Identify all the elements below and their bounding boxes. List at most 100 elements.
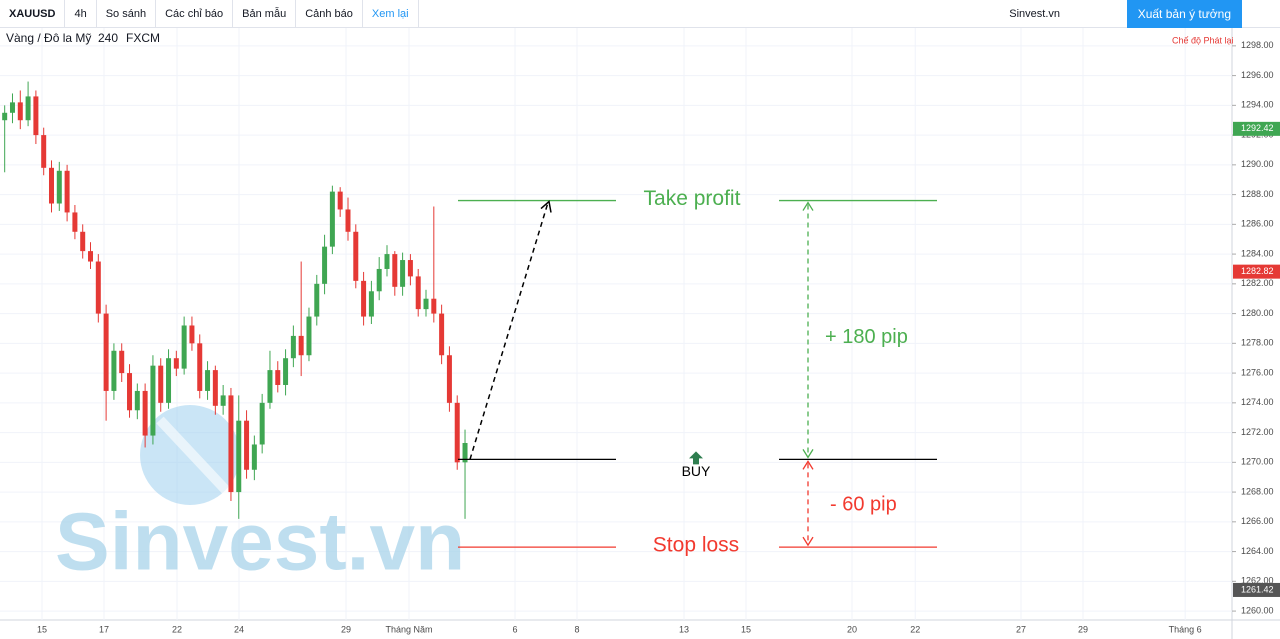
candle-body xyxy=(181,325,187,369)
y-tick-label: 1276.00 xyxy=(1241,367,1274,377)
price-marker xyxy=(1233,264,1280,279)
tool[interactable]: Xem lại xyxy=(363,0,419,28)
price-marker-label: 1261.42 xyxy=(1241,584,1274,594)
candle-body xyxy=(33,96,39,136)
x-tick-label: 17 xyxy=(99,624,109,634)
x-tick-label: 15 xyxy=(741,624,751,634)
candle-body xyxy=(220,395,226,406)
watermark: Sinvest.vn xyxy=(55,497,465,588)
y-tick-label: 1268.00 xyxy=(1241,486,1274,496)
chart-title: Vàng / Đô la Mỹ xyxy=(6,31,91,45)
y-tick-label: 1270.00 xyxy=(1241,457,1274,467)
candle-body xyxy=(345,209,351,232)
x-tick-label: 22 xyxy=(910,624,920,634)
candle-body xyxy=(173,358,179,369)
candle-body xyxy=(415,276,421,310)
candle-body xyxy=(189,325,195,344)
y-tick-label: 1298.00 xyxy=(1241,40,1274,50)
x-tick-label: 29 xyxy=(341,624,351,634)
candle-body xyxy=(353,231,359,281)
candle-body xyxy=(212,370,218,406)
candle-body xyxy=(384,254,390,269)
candle-body xyxy=(337,191,343,210)
x-tick-label: 22 xyxy=(172,624,182,634)
x-tick-label: 27 xyxy=(1016,624,1026,634)
publish-button[interactable]: Xuất bản ý tưởng xyxy=(1126,0,1242,28)
y-tick-label: 1272.00 xyxy=(1241,427,1274,437)
candle-body xyxy=(9,102,15,113)
y-tick-label: 1264.00 xyxy=(1241,546,1274,556)
price-marker-label: 1282.82 xyxy=(1241,266,1274,276)
watermark-logo xyxy=(156,416,239,504)
candle-body xyxy=(251,444,257,470)
candle-body xyxy=(48,167,54,204)
candle-body xyxy=(119,350,125,374)
y-tick-label: 1284.00 xyxy=(1241,248,1274,258)
candle-body xyxy=(392,254,398,287)
interval-label: 240 xyxy=(98,31,118,45)
y-tick-label: 1278.00 xyxy=(1241,338,1274,348)
candle-body xyxy=(283,358,289,385)
candle-body xyxy=(376,268,382,292)
tool[interactable]: So sánh xyxy=(97,0,157,28)
interval[interactable]: 4h xyxy=(65,0,97,28)
projection-head xyxy=(540,200,552,213)
y-tick-label: 1286.00 xyxy=(1241,219,1274,229)
y-tick-label: 1294.00 xyxy=(1241,100,1274,110)
price-marker xyxy=(1233,582,1280,597)
y-tick-label: 1274.00 xyxy=(1241,397,1274,407)
candle-body xyxy=(368,291,374,317)
candle-body xyxy=(462,442,468,463)
candle-body xyxy=(290,335,296,359)
y-tick-label: 1260.00 xyxy=(1241,605,1274,615)
replay-mode[interactable]: Chế độ Phát lại xyxy=(1172,35,1234,45)
candle-body xyxy=(322,246,328,284)
annotation: - 60 pip xyxy=(830,494,897,516)
candle-body xyxy=(17,102,23,121)
candle-body xyxy=(127,373,133,411)
y-tick-label: 1282.00 xyxy=(1241,278,1274,288)
account[interactable]: Sinvest.vn xyxy=(1009,8,1060,20)
candle-body xyxy=(25,96,31,121)
candle-body xyxy=(275,370,281,385)
x-tick-label: 8 xyxy=(574,624,579,634)
candle-body xyxy=(166,358,172,403)
price-marker-label: 1292.42 xyxy=(1241,123,1274,133)
candle-body xyxy=(103,313,109,391)
candle-body xyxy=(134,390,140,411)
range-arrow xyxy=(802,201,814,459)
buy-label: BUY xyxy=(682,463,711,479)
candle-body xyxy=(446,355,452,403)
x-tick-label: 20 xyxy=(847,624,857,634)
symbol[interactable]: XAUUSD xyxy=(0,0,66,28)
candle-body xyxy=(298,335,304,356)
candle-body xyxy=(80,231,86,252)
tool[interactable]: Các chỉ báo xyxy=(156,0,234,28)
y-tick-label: 1288.00 xyxy=(1241,189,1274,199)
source-label: FXCM xyxy=(126,31,160,45)
candle-body xyxy=(2,112,8,121)
tool[interactable]: Cảnh báo xyxy=(296,0,363,28)
level-label: Take profit xyxy=(644,187,741,210)
candle-body xyxy=(95,261,101,314)
x-tick-label: Tháng Năm xyxy=(385,624,432,634)
y-tick-label: 1280.00 xyxy=(1241,308,1274,318)
candle-body xyxy=(236,420,242,493)
candle-body xyxy=(142,390,148,436)
candle-body xyxy=(431,298,437,314)
range-arrow xyxy=(802,460,814,547)
x-tick-label: 6 xyxy=(513,624,518,634)
candle-body xyxy=(41,135,47,168)
candle-body xyxy=(400,260,406,287)
candle-body xyxy=(329,191,335,247)
candle-body xyxy=(228,395,234,493)
y-tick-label: 1262.00 xyxy=(1241,576,1274,586)
y-tick-label: 1266.00 xyxy=(1241,516,1274,526)
level-label: Stop loss xyxy=(653,534,739,557)
tool[interactable]: Bản mẫu xyxy=(233,0,297,28)
candle-body xyxy=(423,298,429,310)
x-tick-label: 24 xyxy=(234,624,244,634)
buy-arrow xyxy=(689,451,703,465)
